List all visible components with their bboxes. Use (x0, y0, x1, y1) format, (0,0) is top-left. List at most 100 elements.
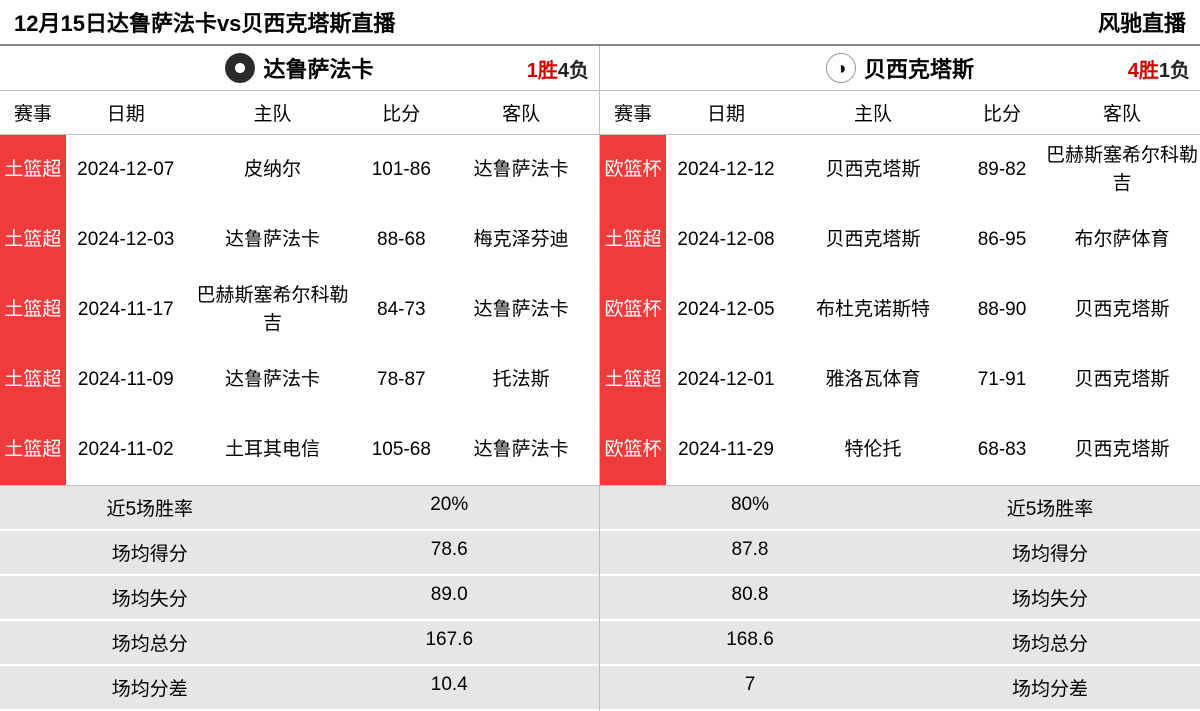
cell-league: 土篮超 (0, 135, 66, 205)
cell-score: 86-95 (960, 205, 1044, 275)
table-row: 土篮超2024-11-02土耳其电信105-68达鲁萨法卡 (0, 415, 599, 485)
cell-home: 特伦托 (786, 415, 960, 485)
table-row: 土篮超2024-11-09达鲁萨法卡78-87托法斯 (0, 345, 599, 415)
cell-score: 88-68 (359, 205, 443, 275)
cell-away: 梅克泽芬迪 (443, 205, 599, 275)
cell-score: 105-68 (359, 415, 443, 485)
cell-date: 2024-12-07 (66, 135, 186, 205)
cell-score: 101-86 (359, 135, 443, 205)
stat-row: 场均总分167.6 (0, 621, 599, 666)
cell-away: 布尔萨体育 (1044, 205, 1200, 275)
col-date: 日期 (66, 91, 186, 135)
stat-label: 场均总分 (900, 621, 1200, 664)
table-row: 土篮超2024-11-17巴赫斯塞希尔科勒吉84-73达鲁萨法卡 (0, 275, 599, 345)
stat-row: 场均得分78.6 (0, 531, 599, 576)
stat-label: 近5场胜率 (900, 486, 1200, 529)
games-body-right: 欧篮杯2024-12-12贝西克塔斯89-82巴赫斯塞希尔科勒吉土篮超2024-… (600, 135, 1200, 485)
table-row: 土篮超2024-12-01雅洛瓦体育71-91贝西克塔斯 (600, 345, 1200, 415)
page-title: 12月15日达鲁萨法卡vs贝西克塔斯直播 (14, 6, 395, 38)
cell-score: 89-82 (960, 135, 1044, 205)
cell-league: 欧篮杯 (600, 275, 666, 345)
team-logo-icon (826, 53, 856, 83)
cell-date: 2024-11-09 (66, 345, 186, 415)
stat-row: 场均失分89.0 (0, 576, 599, 621)
col-league: 赛事 (600, 91, 666, 135)
cell-date: 2024-11-17 (66, 275, 186, 345)
games-table-left: 赛事 日期 主队 比分 客队 土篮超2024-12-07皮纳尔101-86达鲁萨… (0, 91, 599, 485)
cell-date: 2024-11-02 (66, 415, 186, 485)
stat-value: 80.8 (600, 576, 900, 619)
stat-row: 场均分差10.4 (0, 666, 599, 711)
cell-away: 巴赫斯塞希尔科勒吉 (1044, 135, 1200, 205)
team-record: 1胜4负 (527, 54, 589, 83)
stat-label: 场均分差 (0, 666, 300, 709)
cell-home: 皮纳尔 (186, 135, 360, 205)
stat-value: 168.6 (600, 621, 900, 664)
cell-home: 贝西克塔斯 (786, 135, 960, 205)
table-header-row: 赛事 日期 主队 比分 客队 (0, 91, 599, 135)
stat-value: 7 (600, 666, 900, 709)
cell-league: 欧篮杯 (600, 135, 666, 205)
table-row: 土篮超2024-12-03达鲁萨法卡88-68梅克泽芬迪 (0, 205, 599, 275)
stat-row: 场均分差7 (600, 666, 1200, 711)
stat-value: 80% (600, 486, 900, 529)
cell-score: 78-87 (359, 345, 443, 415)
table-header-row: 赛事 日期 主队 比分 客队 (600, 91, 1200, 135)
table-row: 欧篮杯2024-11-29特伦托68-83贝西克塔斯 (600, 415, 1200, 485)
stat-row: 场均得分87.8 (600, 531, 1200, 576)
col-date: 日期 (666, 91, 786, 135)
stat-label: 近5场胜率 (0, 486, 300, 529)
cell-score: 88-90 (960, 275, 1044, 345)
col-score: 比分 (960, 91, 1044, 135)
team-name: 贝西克塔斯 (864, 52, 974, 84)
stat-label: 场均得分 (0, 531, 300, 574)
stats-block-right: 近5场胜率80%场均得分87.8场均失分80.8场均总分168.6场均分差7 (600, 485, 1200, 711)
table-row: 欧篮杯2024-12-05布杜克诺斯特88-90贝西克塔斯 (600, 275, 1200, 345)
stat-value: 78.6 (300, 531, 600, 574)
cell-home: 布杜克诺斯特 (786, 275, 960, 345)
cell-league: 土篮超 (0, 345, 66, 415)
table-row: 欧篮杯2024-12-12贝西克塔斯89-82巴赫斯塞希尔科勒吉 (600, 135, 1200, 205)
panel-left: 达鲁萨法卡 1胜4负 赛事 日期 主队 比分 客队 土篮超2024-12-07皮… (0, 46, 600, 711)
stat-label: 场均失分 (0, 576, 300, 619)
stat-label: 场均分差 (900, 666, 1200, 709)
col-away: 客队 (443, 91, 599, 135)
cell-league: 土篮超 (0, 415, 66, 485)
cell-date: 2024-12-01 (666, 345, 786, 415)
stat-label: 场均失分 (900, 576, 1200, 619)
cell-date: 2024-12-08 (666, 205, 786, 275)
games-table-right: 赛事 日期 主队 比分 客队 欧篮杯2024-12-12贝西克塔斯89-82巴赫… (600, 91, 1200, 485)
panel-right: 贝西克塔斯 4胜1负 赛事 日期 主队 比分 客队 欧篮杯2024-12-12贝… (600, 46, 1200, 711)
cell-home: 达鲁萨法卡 (186, 345, 360, 415)
cell-away: 贝西克塔斯 (1044, 415, 1200, 485)
stat-value: 10.4 (300, 666, 600, 709)
table-row: 土篮超2024-12-08贝西克塔斯86-95布尔萨体育 (600, 205, 1200, 275)
cell-date: 2024-11-29 (666, 415, 786, 485)
stat-row: 近5场胜率20% (0, 486, 599, 531)
stat-label: 场均总分 (0, 621, 300, 664)
comparison-panels: 达鲁萨法卡 1胜4负 赛事 日期 主队 比分 客队 土篮超2024-12-07皮… (0, 44, 1200, 711)
cell-away: 贝西克塔斯 (1044, 345, 1200, 415)
cell-away: 达鲁萨法卡 (443, 275, 599, 345)
cell-home: 土耳其电信 (186, 415, 360, 485)
cell-date: 2024-12-05 (666, 275, 786, 345)
stat-row: 近5场胜率80% (600, 486, 1200, 531)
cell-home: 巴赫斯塞希尔科勒吉 (186, 275, 360, 345)
stat-value: 167.6 (300, 621, 600, 664)
site-name: 风驰直播 (1098, 6, 1186, 38)
stat-value: 87.8 (600, 531, 900, 574)
cell-away: 贝西克塔斯 (1044, 275, 1200, 345)
col-home: 主队 (186, 91, 360, 135)
cell-away: 托法斯 (443, 345, 599, 415)
cell-home: 达鲁萨法卡 (186, 205, 360, 275)
stat-row: 场均失分80.8 (600, 576, 1200, 621)
col-away: 客队 (1044, 91, 1200, 135)
cell-league: 土篮超 (600, 345, 666, 415)
team-name: 达鲁萨法卡 (263, 52, 373, 84)
cell-score: 68-83 (960, 415, 1044, 485)
cell-home: 雅洛瓦体育 (786, 345, 960, 415)
team-header-right: 贝西克塔斯 4胜1负 (600, 46, 1200, 91)
cell-date: 2024-12-03 (66, 205, 186, 275)
stat-value: 20% (300, 486, 600, 529)
col-league: 赛事 (0, 91, 66, 135)
